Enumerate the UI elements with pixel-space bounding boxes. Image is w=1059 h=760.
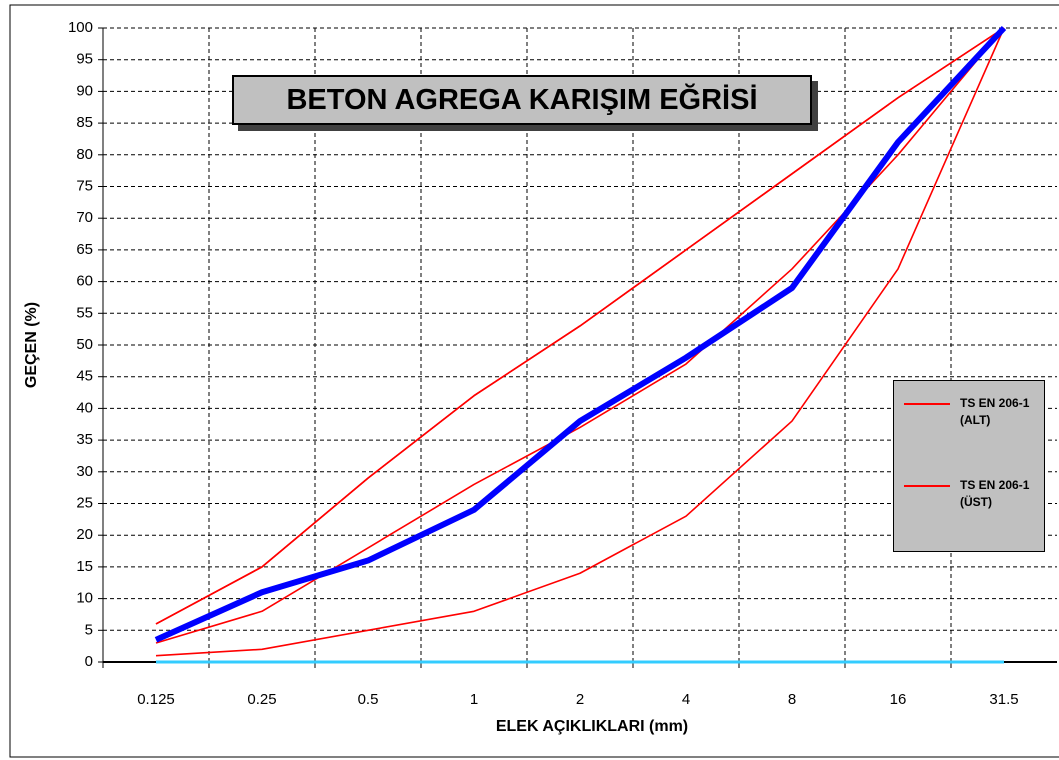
legend-swatch — [904, 485, 950, 487]
legend-label: TS EN 206-1 (ALT) — [960, 396, 1030, 427]
x-tick-label: 0.25 — [247, 691, 276, 708]
x-tick-label: 4 — [682, 691, 690, 708]
legend: TS EN 206-1 (ALT) TS EN 206-1 (ÜST) — [893, 380, 1045, 552]
y-tick-label: 5 — [85, 621, 93, 638]
series-line — [155, 27, 1005, 625]
y-tick-label: 70 — [76, 209, 93, 226]
legend-label: TS EN 206-1 (ÜST) — [960, 478, 1030, 509]
chart-frame — [9, 4, 1059, 758]
y-axis-title: GEÇEN (%) — [23, 302, 40, 388]
y-tick-label: 55 — [76, 304, 93, 321]
x-axis-title: ELEK AÇIKLIKLARI (mm) — [496, 718, 688, 735]
legend-swatch — [904, 403, 950, 405]
y-tick-label: 30 — [76, 463, 93, 480]
y-tick-label: 50 — [76, 336, 93, 353]
y-tick-label: 80 — [76, 146, 93, 163]
x-tick-label: 0.5 — [358, 691, 379, 708]
y-tick-label: 35 — [76, 431, 93, 448]
y-tick-label: 10 — [76, 590, 93, 607]
y-tick-label: 65 — [76, 241, 93, 258]
x-tick-label: 16 — [890, 691, 907, 708]
x-tick-label: 1 — [470, 691, 478, 708]
series-line — [155, 27, 1005, 657]
y-tick-label: 40 — [76, 399, 93, 416]
y-tick-label: 15 — [76, 558, 93, 575]
x-tick-label: 31.5 — [989, 691, 1018, 708]
series-line — [154, 25, 1007, 643]
x-tick-label: 2 — [576, 691, 584, 708]
x-tick-label: 8 — [788, 691, 796, 708]
y-tick-label: 60 — [76, 273, 93, 290]
y-tick-label: 95 — [76, 51, 93, 68]
y-tick-label: 25 — [76, 494, 93, 511]
y-tick-label: 90 — [76, 82, 93, 99]
y-tick-label: 85 — [76, 114, 93, 131]
y-tick-label: 45 — [76, 368, 93, 385]
y-tick-label: 75 — [76, 177, 93, 194]
chart-title: BETON AGREGA KARIŞIM EĞRİSİ — [232, 75, 812, 125]
y-tick-label: 100 — [68, 19, 93, 36]
y-tick-label: 0 — [85, 653, 93, 670]
y-tick-label: 20 — [76, 526, 93, 543]
x-tick-label: 0.125 — [137, 691, 175, 708]
